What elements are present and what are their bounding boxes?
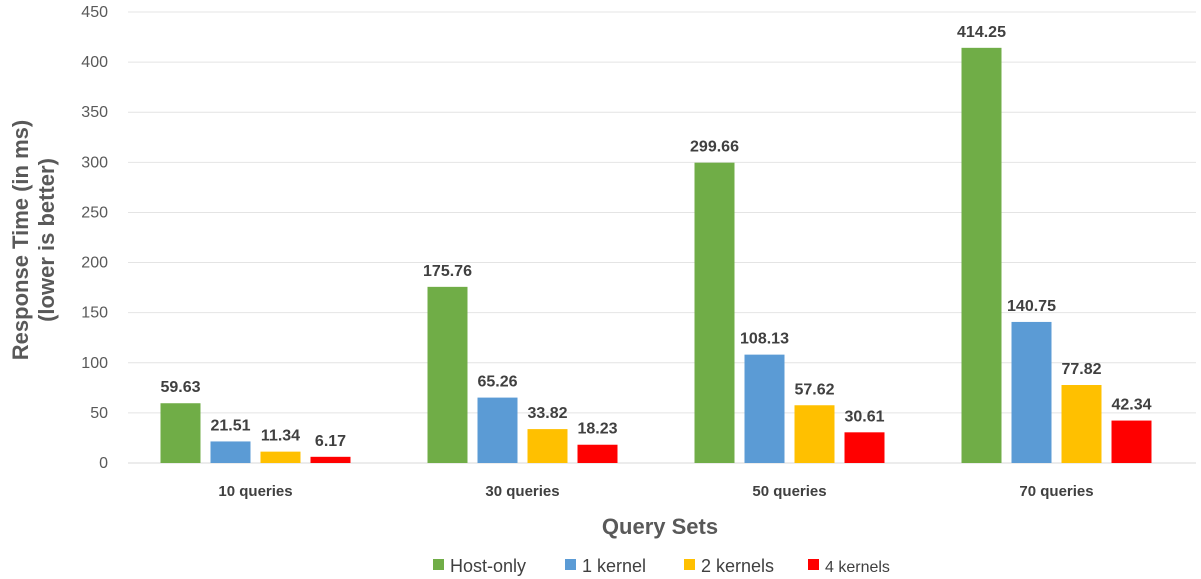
y-tick-label: 450 xyxy=(81,4,108,21)
y-tick-label: 150 xyxy=(81,305,108,322)
legend-label: 2 kernels xyxy=(701,556,774,576)
x-tick-label: 70 queries xyxy=(1019,483,1093,500)
data-label: 18.23 xyxy=(577,421,617,438)
y-tick-label: 200 xyxy=(81,255,108,272)
bar xyxy=(961,47,1002,464)
data-label: 11.34 xyxy=(261,428,300,445)
data-label: 42.34 xyxy=(1111,397,1151,414)
bar xyxy=(310,456,351,463)
data-label: 30.61 xyxy=(844,408,884,425)
legend-swatch xyxy=(565,559,576,570)
y-tick-label: 350 xyxy=(81,104,108,121)
data-label: 65.26 xyxy=(477,374,517,391)
bar xyxy=(1061,385,1102,463)
bar xyxy=(477,397,518,463)
bars xyxy=(160,47,1152,464)
x-axis-ticks: 10 queries 30 queries 50 queries 70 queries xyxy=(218,483,1093,500)
bar xyxy=(527,429,568,463)
x-axis-title: Query Sets xyxy=(602,514,718,539)
legend: Host-only 1 kernel 2 kernels 4 kernels xyxy=(433,556,890,576)
bar xyxy=(794,405,835,463)
legend-label: 1 kernel xyxy=(582,556,646,576)
y-axis-title: Response Time (in ms)(lower is better) xyxy=(8,120,59,360)
data-label: 175.76 xyxy=(423,263,472,280)
bar xyxy=(694,162,735,464)
data-label: 414.25 xyxy=(957,24,1006,41)
y-tick-label: 100 xyxy=(81,355,108,372)
y-axis-title-line: (lower is better) xyxy=(34,158,59,322)
bar xyxy=(210,441,251,463)
y-axis-ticks: 0 50 100 150 200 250 300 350 400 450 xyxy=(81,4,108,472)
legend-swatch xyxy=(684,559,695,570)
y-axis-title-line: Response Time (in ms) xyxy=(8,120,33,360)
bar xyxy=(844,432,885,463)
data-label: 21.51 xyxy=(210,417,250,434)
data-label: 6.17 xyxy=(315,433,346,450)
data-label: 59.63 xyxy=(160,379,200,396)
legend-label: Host-only xyxy=(450,556,526,576)
y-tick-label: 50 xyxy=(90,405,108,422)
y-tick-label: 300 xyxy=(81,154,108,171)
legend-label: 4 kernels xyxy=(825,559,890,576)
legend-swatch xyxy=(433,559,444,570)
bar xyxy=(577,444,618,463)
legend-swatch xyxy=(808,559,819,570)
data-label: 57.62 xyxy=(794,381,834,398)
data-labels: 59.63 21.51 11.34 6.17 175.76 65.26 33.82 18.23… xyxy=(160,24,1151,450)
bar xyxy=(744,354,785,463)
data-label: 108.13 xyxy=(740,331,789,348)
gridlines xyxy=(128,11,1196,464)
bar xyxy=(1011,321,1052,463)
bar xyxy=(260,451,301,463)
data-label: 140.75 xyxy=(1007,298,1056,315)
x-tick-label: 10 queries xyxy=(218,483,292,500)
x-tick-label: 50 queries xyxy=(752,483,826,500)
y-tick-label: 250 xyxy=(81,204,108,221)
data-label: 33.82 xyxy=(527,405,567,422)
bar xyxy=(160,403,201,463)
data-label: 299.66 xyxy=(690,139,739,156)
bar xyxy=(1111,420,1152,463)
bar xyxy=(427,286,468,463)
y-tick-label: 0 xyxy=(99,455,108,472)
data-label: 77.82 xyxy=(1061,361,1101,378)
y-tick-label: 400 xyxy=(81,54,108,71)
x-tick-label: 30 queries xyxy=(485,483,559,500)
